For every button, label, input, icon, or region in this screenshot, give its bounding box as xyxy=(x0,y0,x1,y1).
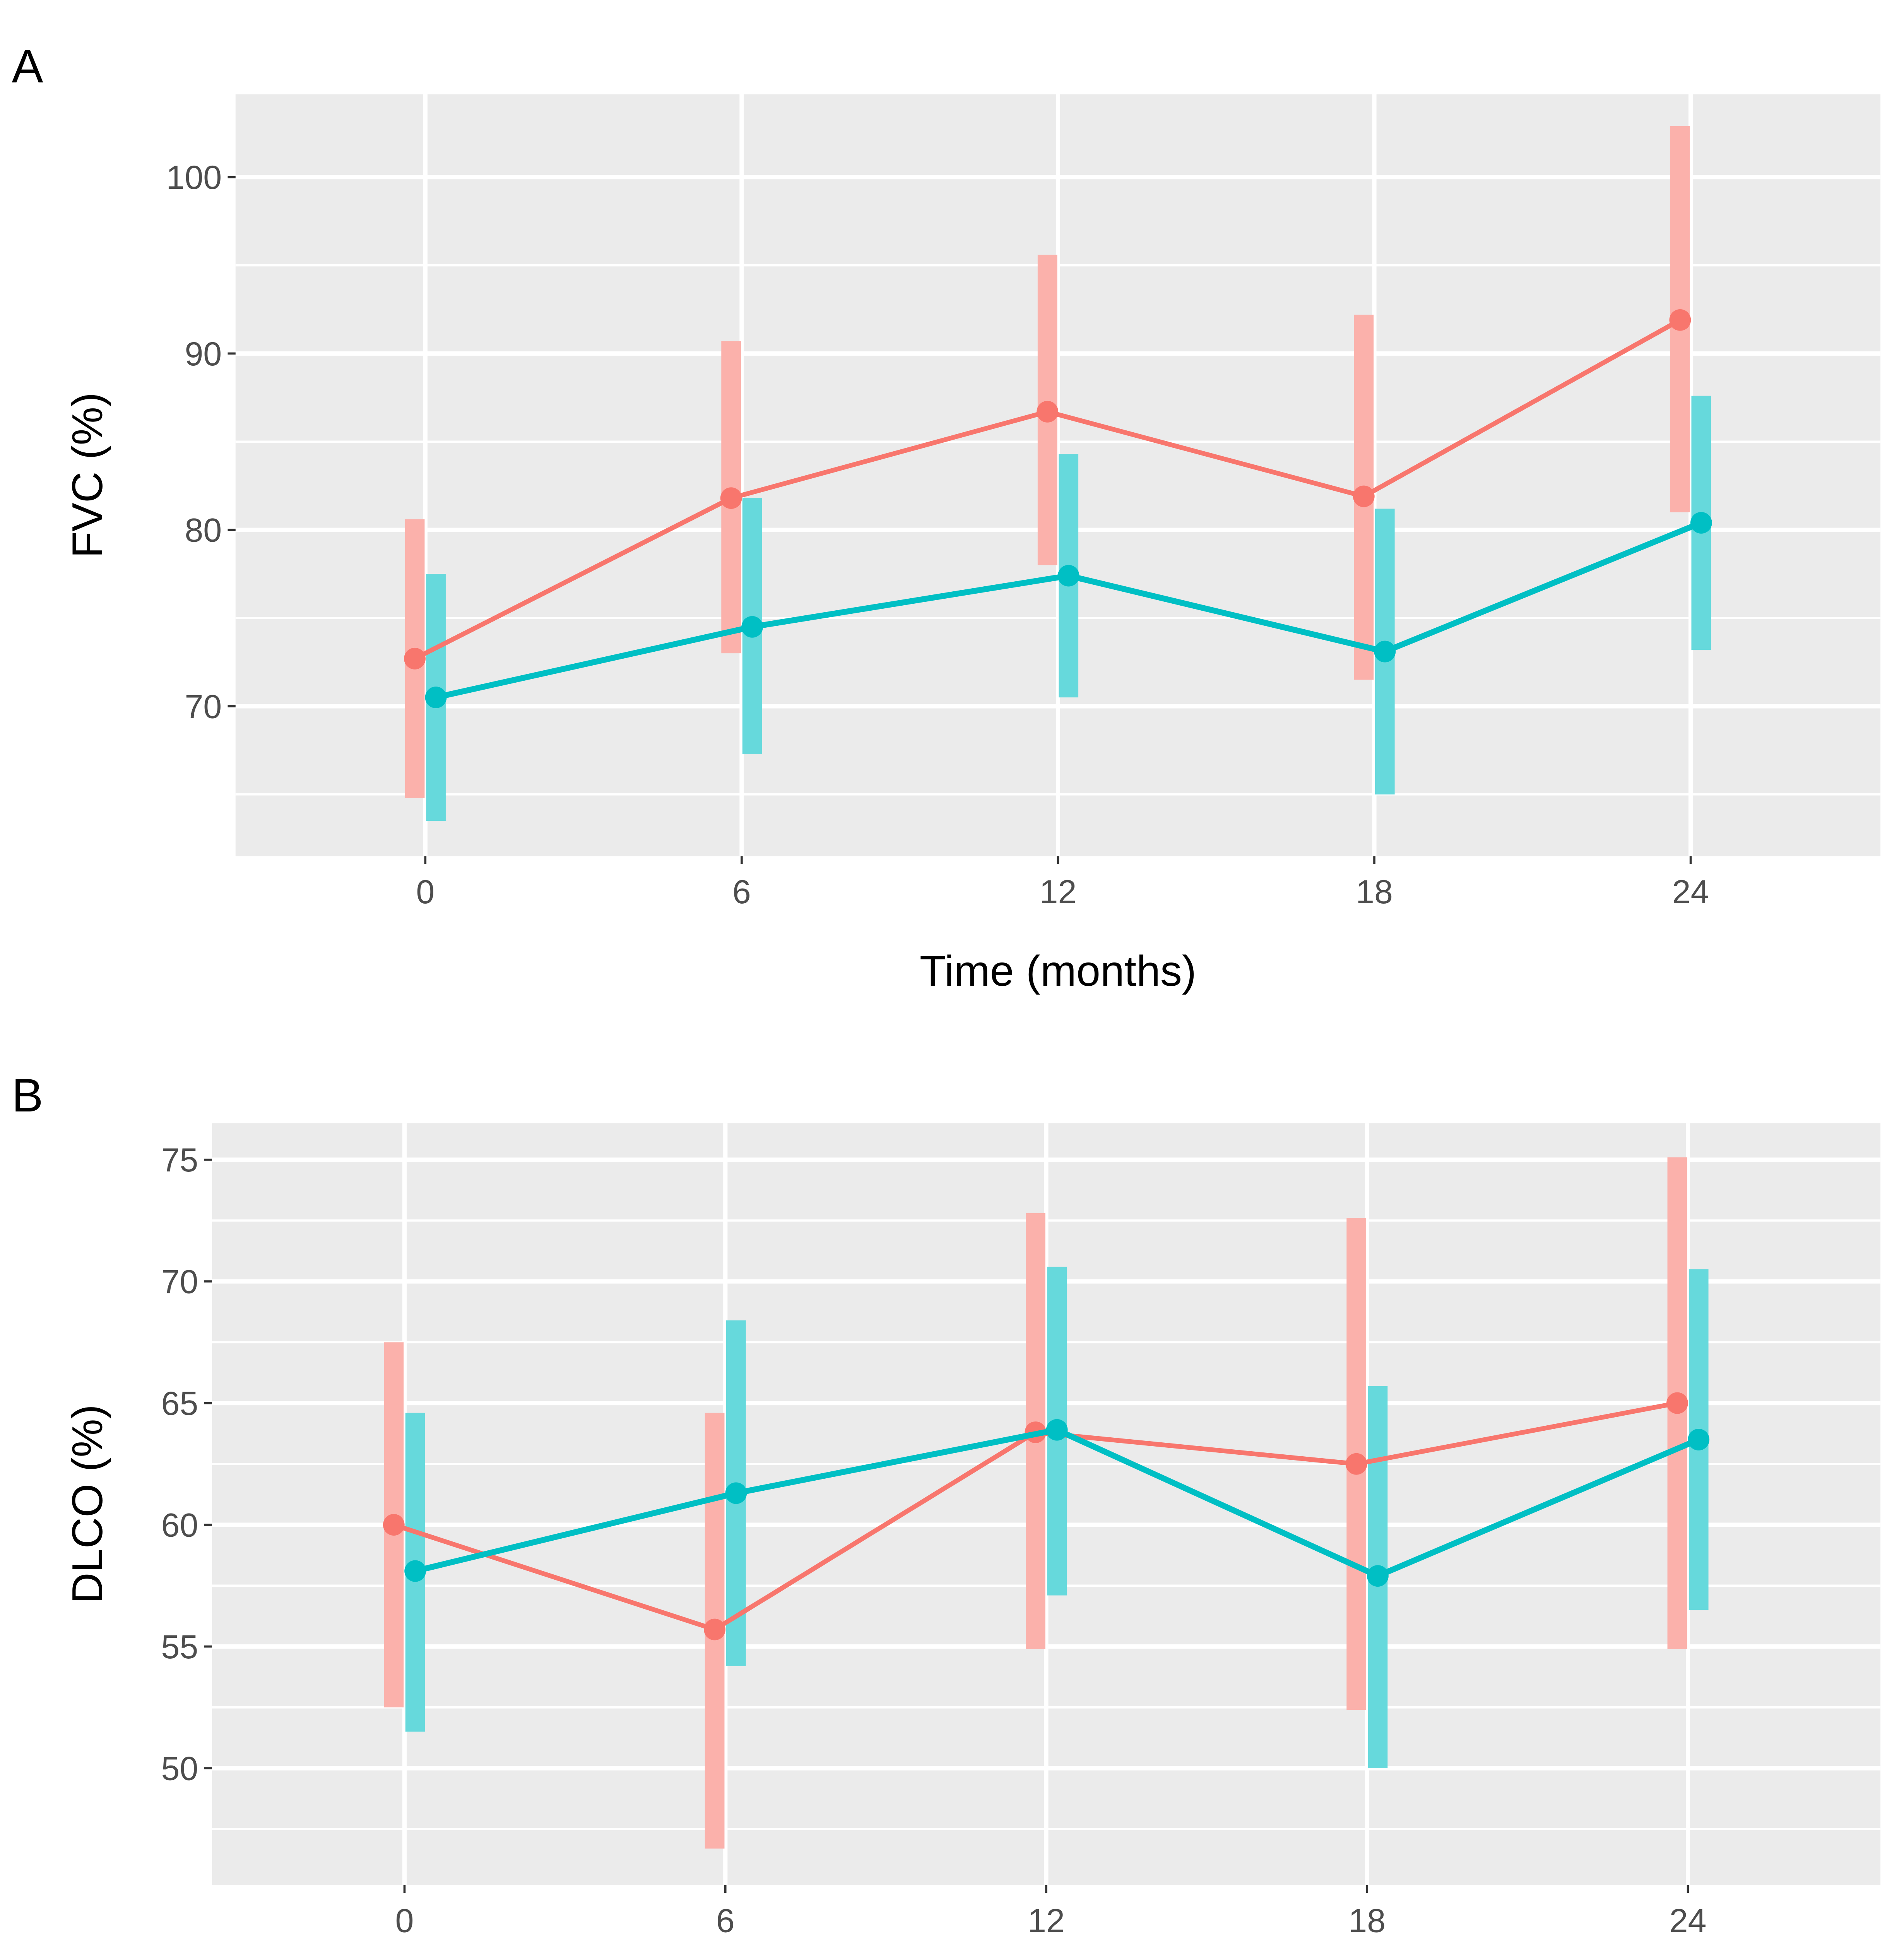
data-point xyxy=(383,1514,405,1536)
data-point xyxy=(1690,512,1712,534)
panel-a-fvc: A 70 80 90 100 0 6 12 18 24 Time (months) FVC (%… xyxy=(12,40,1881,995)
x-tick-label: 18 xyxy=(1348,1902,1386,1935)
data-point xyxy=(1046,1419,1068,1441)
data-point xyxy=(1688,1429,1710,1450)
y-tick-label: 100 xyxy=(166,159,222,196)
data-point xyxy=(425,687,447,708)
x-tick-label: 18 xyxy=(1356,873,1393,911)
x-tick-label: 12 xyxy=(1028,1902,1065,1935)
data-point xyxy=(1374,640,1396,663)
y-tick-label: 70 xyxy=(185,688,222,725)
x-axis-title: Time (months) xyxy=(920,947,1196,995)
data-point xyxy=(704,1618,726,1640)
data-point xyxy=(1345,1453,1367,1475)
y-tick-label: 75 xyxy=(161,1142,198,1179)
panel-tag: A xyxy=(12,40,43,92)
data-point xyxy=(1353,485,1375,507)
y-tick-label: 70 xyxy=(161,1264,198,1301)
data-point xyxy=(720,487,742,509)
panel-tag: B xyxy=(12,1069,43,1122)
y-tick-label: 80 xyxy=(185,512,222,549)
y-axis-title: FVC (%) xyxy=(63,392,111,558)
data-point xyxy=(741,616,763,638)
x-tick-label: 0 xyxy=(416,873,435,911)
data-point xyxy=(1057,565,1079,587)
y-tick-label: 65 xyxy=(161,1385,198,1422)
y-tick-label: 55 xyxy=(161,1628,198,1666)
y-axis-title: DLCO (%) xyxy=(63,1404,111,1604)
data-point xyxy=(725,1482,747,1504)
x-tick-label: 6 xyxy=(732,873,751,911)
y-tick-label: 60 xyxy=(161,1507,198,1544)
y-tick-label: 50 xyxy=(161,1750,198,1787)
data-point xyxy=(1666,1392,1688,1414)
data-point xyxy=(1669,309,1691,331)
data-point xyxy=(404,1560,426,1582)
data-point xyxy=(1367,1565,1389,1587)
data-point xyxy=(1037,401,1059,423)
x-tick-label: 0 xyxy=(395,1902,414,1935)
data-point xyxy=(404,647,426,670)
x-tick-label: 6 xyxy=(716,1902,735,1935)
y-tick-label: 90 xyxy=(185,336,222,373)
x-tick-label: 24 xyxy=(1670,1902,1707,1935)
x-tick-label: 24 xyxy=(1672,873,1709,911)
x-tick-label: 12 xyxy=(1039,873,1076,911)
